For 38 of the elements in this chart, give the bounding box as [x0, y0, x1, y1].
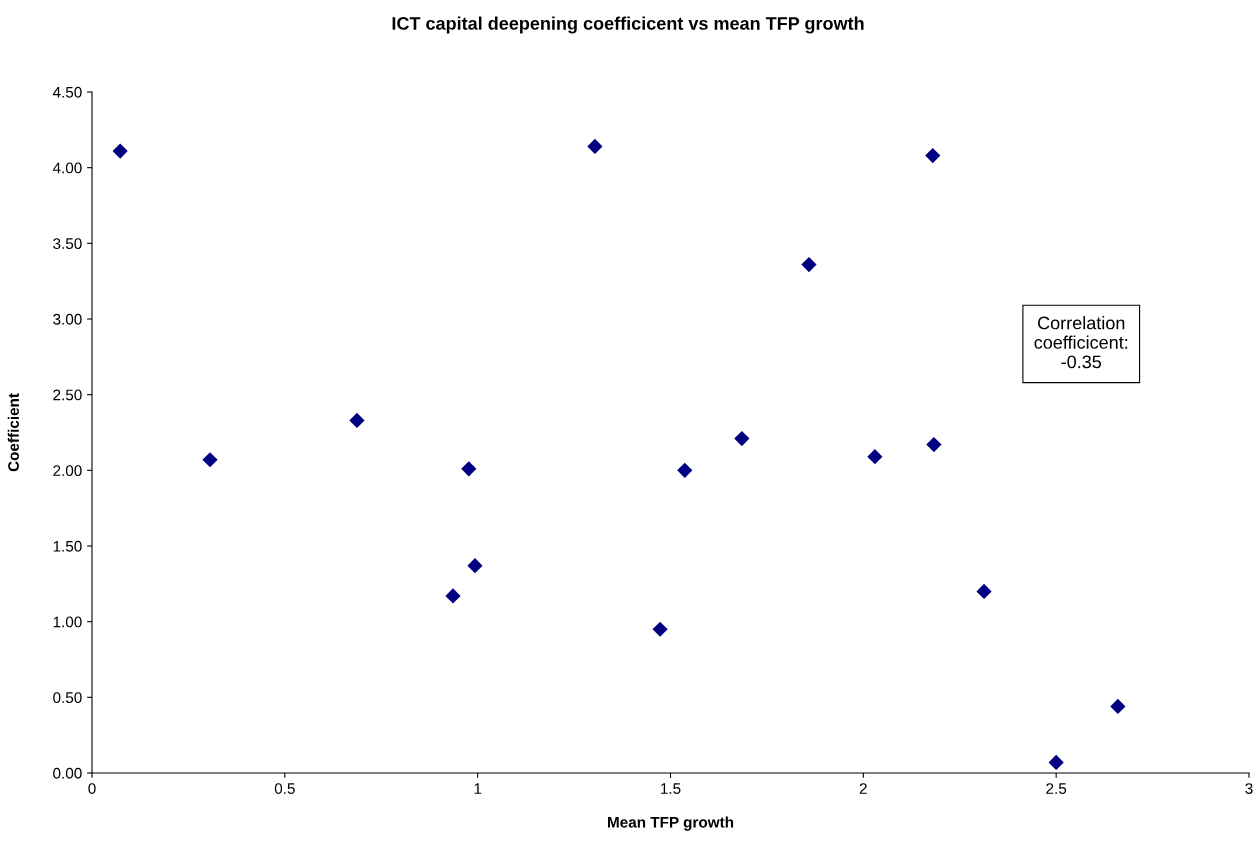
- point: [801, 256, 817, 273]
- y-tick-label: 3.50: [53, 238, 82, 250]
- x-tick-label: 2.5: [1046, 783, 1067, 794]
- y-tick-label: 3.00: [53, 313, 82, 325]
- point: [461, 461, 477, 477]
- x-axis-title: Mean TFP growth: [608, 816, 734, 831]
- chart-title: ICT capital deepening coefficicent vs mean TFP growth: [392, 16, 864, 34]
- point: [652, 621, 668, 637]
- point: [925, 147, 941, 164]
- x-tick-label: 1.5: [661, 783, 681, 794]
- point: [467, 558, 483, 574]
- y-tick-label: 0.50: [53, 692, 82, 704]
- point: [1110, 698, 1126, 715]
- y-tick-label: 4.00: [52, 162, 82, 174]
- point: [1048, 754, 1064, 771]
- point: [587, 138, 603, 155]
- x-tick-label: 3: [1245, 783, 1253, 794]
- point: [867, 449, 883, 465]
- point: [112, 143, 128, 159]
- x-tick-label: 2: [859, 783, 867, 794]
- point: [926, 437, 942, 453]
- x-tick-label: 0.5: [274, 783, 295, 794]
- y-tick-label: 2.00: [53, 465, 82, 477]
- y-tick-label: 4.50: [52, 86, 82, 98]
- y-axis-title: Coefficient: [7, 393, 19, 472]
- y-tick-label: 0.00: [53, 767, 82, 779]
- point: [734, 430, 750, 447]
- x-tick-label: 0: [88, 783, 96, 794]
- y-tick-label: 1.00: [53, 616, 82, 628]
- point: [202, 452, 218, 468]
- point: [677, 462, 693, 478]
- x-tick-label: 1: [474, 783, 482, 794]
- point: [445, 588, 461, 604]
- point: [976, 583, 992, 600]
- annotation: Correlation coefficicent: -0.35: [1034, 316, 1128, 369]
- y-tick-label: 2.50: [53, 389, 82, 401]
- point: [349, 412, 365, 428]
- y-tick-label: 1.50: [53, 540, 82, 552]
